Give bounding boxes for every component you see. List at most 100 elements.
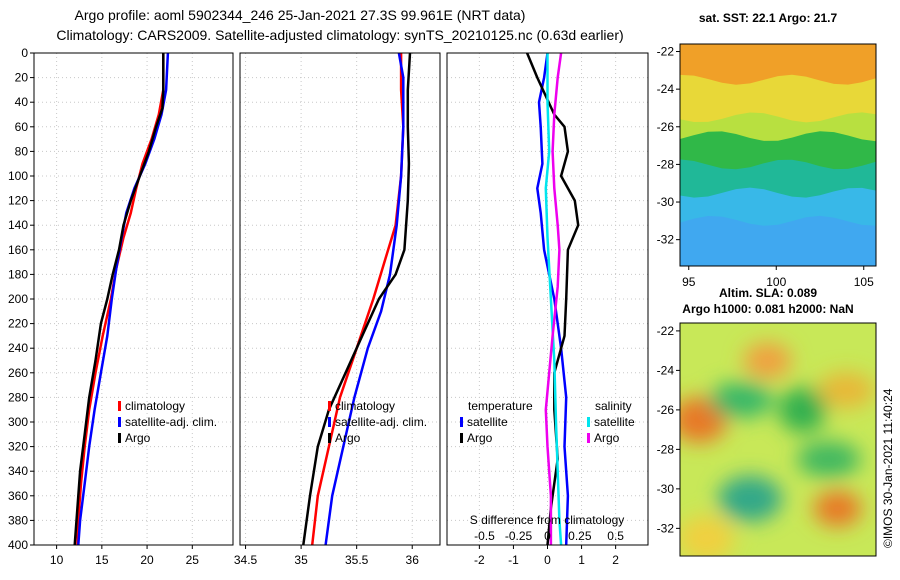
legend-label-sal-satellite: satellite: [594, 415, 635, 429]
y-tick-label: 160: [8, 243, 28, 257]
y-tick-label: 80: [15, 144, 29, 158]
sla-blob-layer: [680, 342, 875, 556]
map-y-tick-label: -22: [657, 324, 675, 338]
y-tick-label: 220: [8, 317, 28, 331]
sla-blob: [796, 441, 861, 478]
x-tick-label: 15: [95, 553, 109, 567]
salinity-profile-panel: 34.5 35 35.5 36 climatology satellite-adj. …: [234, 52, 441, 567]
sla-blob: [718, 475, 782, 522]
secondary-tick-label: -0.25: [505, 529, 533, 543]
y-tick-label: 280: [8, 390, 28, 404]
legend-swatch-climatology: [118, 401, 121, 411]
map-y-tick-label: -32: [657, 233, 675, 247]
x-tick-label: 35: [294, 553, 308, 567]
map-y-tick-label: -28: [657, 442, 675, 456]
legend-label-temp-satellite: satellite: [467, 415, 508, 429]
series-line-salinity-satellite: [544, 53, 563, 545]
y-tick-label: 380: [8, 513, 28, 527]
legend-swatch-temp-satellite: [460, 417, 463, 427]
y-tick-label: 300: [8, 415, 28, 429]
map-y-tick-label: -30: [657, 195, 675, 209]
legend-swatch-argo: [118, 433, 121, 443]
y-tick-label: 360: [8, 489, 28, 503]
y-tick-label: 0: [21, 46, 28, 60]
sst-band: [680, 215, 876, 266]
legend-label-argo: Argo: [335, 431, 361, 445]
sla-map: -22 -24 -26 -28 -30 -32: [657, 322, 877, 557]
series-line-salinity-argo: [544, 53, 563, 545]
series-line-climatology: [310, 53, 405, 545]
y-tick-label: 120: [8, 194, 28, 208]
sst-band: [680, 131, 876, 171]
map-y-tick-label: -26: [657, 403, 675, 417]
imos-credit: ©IMOS 30-Jan-2021 11:40:24: [881, 388, 895, 548]
sst-map: -22 -24 -26 -28 -30 -32 95 100 105: [657, 43, 877, 289]
sla-map-subtitle: Argo h1000: 0.081 h2000: NaN: [682, 302, 853, 316]
header-line-1: Argo profile: aoml 5902344_246 25-Jan-20…: [75, 7, 526, 23]
x-tick-label: 36: [406, 553, 420, 567]
y-tick-label: 180: [8, 267, 28, 281]
legend-swatch-temp-argo: [460, 433, 463, 443]
temperature-profile-panel: 0 20 40 60 80 100 120 140 160 180 200 220 240 260 280 3…: [8, 46, 234, 567]
legend-swatch-satellite: [118, 417, 121, 427]
salinity-legend: climatology satellite-adj. clim. Argo: [328, 399, 427, 445]
map-y-tick-label: -24: [657, 363, 675, 377]
sla-blob: [778, 386, 827, 433]
legend-title-temperature: temperature: [468, 399, 533, 413]
sla-blob: [743, 342, 792, 379]
map-y-tick-label: -32: [657, 521, 675, 535]
x-tick-label: 2: [612, 553, 619, 567]
map-y-tick-label: -24: [657, 82, 675, 96]
x-tick-label: 34.5: [234, 553, 258, 567]
series-line-satellite-adj-clim-: [77, 53, 170, 545]
sst-band: [680, 159, 876, 199]
sla-blob: [813, 490, 862, 527]
x-tick-label: -2: [474, 553, 485, 567]
y-tick-label: 20: [15, 71, 29, 85]
legend-label-climatology: climatology: [335, 399, 395, 413]
series-line-temperature-satellite: [536, 53, 570, 545]
difference-legend: temperature satellite Argo salinity sate…: [460, 399, 635, 543]
legend-swatch-climatology: [328, 401, 331, 411]
y-tick-label: 200: [8, 292, 28, 306]
difference-panel-frame: [446, 52, 649, 546]
map-y-tick-label: -30: [657, 482, 675, 496]
series-line-satellite-adj-clim-: [324, 53, 405, 545]
map-x-tick-label: 100: [766, 275, 786, 289]
y-tick-label: 320: [8, 440, 28, 454]
y-tick-label: 400: [8, 538, 28, 552]
map-x-tick-label: 95: [682, 275, 696, 289]
sla-map-title: Altim. SLA: 0.089: [719, 286, 817, 300]
secondary-tick-label: -0.5: [474, 529, 495, 543]
y-tick-label: 60: [15, 120, 29, 134]
y-tick-label: 140: [8, 218, 28, 232]
x-tick-label: 20: [140, 553, 154, 567]
y-tick-label: 240: [8, 341, 28, 355]
header-line-2: Climatology: CARS2009. Satellite-adjuste…: [56, 27, 623, 43]
secondary-axis-label: S difference from climatology: [470, 513, 625, 527]
legend-label-sal-argo: Argo: [594, 431, 620, 445]
temperature-legend: climatology satellite-adj. clim. Argo: [118, 399, 217, 445]
legend-swatch-argo: [328, 433, 331, 443]
map-y-tick-label: -26: [657, 120, 675, 134]
series-line-argo: [302, 53, 412, 545]
x-tick-label: 10: [50, 553, 64, 567]
legend-label-temp-argo: Argo: [467, 431, 493, 445]
x-tick-label: 0: [544, 553, 551, 567]
legend-swatch-sal-argo: [587, 433, 590, 443]
x-tick-label: -1: [508, 553, 519, 567]
legend-swatch-satellite: [328, 417, 331, 427]
y-tick-label: 260: [8, 366, 28, 380]
x-tick-label: 25: [186, 553, 200, 567]
sla-blob: [818, 372, 875, 409]
salinity-panel-frame: [239, 52, 441, 546]
legend-label-satellite: satellite-adj. clim.: [335, 415, 427, 429]
secondary-tick-label: 0.25: [568, 529, 592, 543]
sla-map-frame: [679, 322, 877, 557]
legend-label-satellite: satellite-adj. clim.: [125, 415, 217, 429]
temperature-panel-frame: [33, 52, 234, 546]
y-tick-label: 340: [8, 464, 28, 478]
legend-title-salinity: salinity: [595, 399, 632, 413]
legend-label-argo: Argo: [125, 431, 151, 445]
